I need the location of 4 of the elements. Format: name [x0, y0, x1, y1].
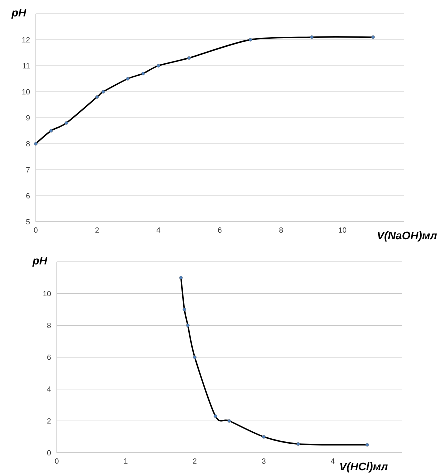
- y-axis-title: pH: [12, 9, 27, 19]
- x-axis-title: V(NaOH)мл: [378, 232, 438, 242]
- y-axis-title: pH: [32, 257, 48, 267]
- x-axis-title: V(HCl)мл: [340, 462, 388, 473]
